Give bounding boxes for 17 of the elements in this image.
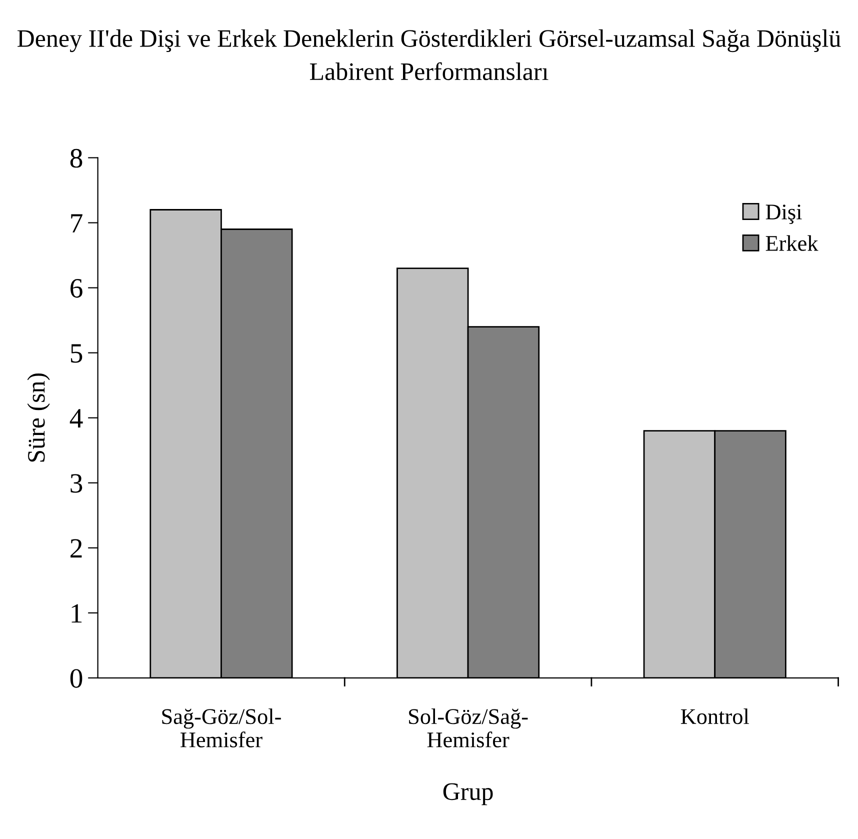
y-tick-label: 3 [70,474,82,493]
y-tick-label: 8 [70,148,82,168]
y-tick-label: 5 [70,344,82,363]
legend-label: Erkek [766,235,818,251]
chart-title: Deney II'de Dişi ve Erkek Deneklerin Gösterdikleri Görsel-uzamsal Sağa Dönüşlü Labirent Performansları [18,29,841,80]
legend-label: Dişi [766,204,802,224]
y-tick-label: 2 [70,539,82,558]
x-tick-label: Sol-Göz/Sağ-Hemisfer [409,708,528,748]
y-tick-label: 1 [72,604,82,623]
x-tick-label: Sağ-Göz/Sol-Hemisfer [162,708,281,748]
y-tick-label: 6 [70,279,82,298]
x-axis-title: Grup [443,783,493,806]
y-tick-label: 7 [71,214,82,232]
y-tick-label: 0 [70,669,82,688]
x-tick-label: Kontrol [680,708,749,724]
y-tick-label: 4 [70,409,83,428]
y-axis-title: Süre (sn) [27,373,50,462]
